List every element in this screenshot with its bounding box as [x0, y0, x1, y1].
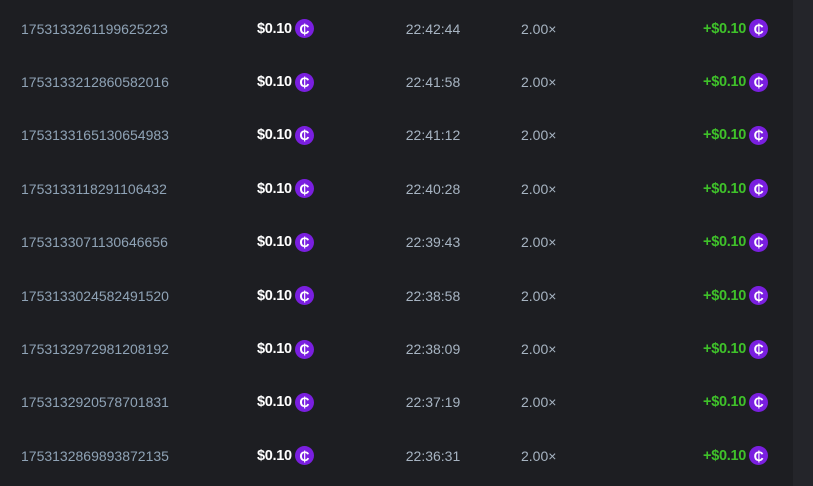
table-row[interactable]: 1753133071130646656 $0.10 ₵ 22:39:43 2.00…	[0, 216, 793, 269]
cent-coin-icon: ₵	[749, 179, 768, 199]
bet-time: 22:40:28	[405, 180, 461, 197]
table-row[interactable]: 1753132920578701831 $0.10 ₵ 22:37:19 2.00…	[0, 376, 793, 429]
bet-multiplier: 2.00×	[521, 180, 557, 197]
bet-payout-value: +$0.10	[703, 287, 746, 304]
bet-amount: $0.10 ₵	[257, 376, 314, 429]
bet-id[interactable]: 1753133071130646656	[21, 234, 168, 251]
bet-amount: $0.10 ₵	[257, 269, 314, 322]
scrollbar-track[interactable]	[793, 0, 813, 486]
bet-payout-value: +$0.10	[703, 341, 746, 358]
bet-payout: +$0.10 ₵	[703, 429, 768, 482]
cent-coin-icon: ₵	[294, 339, 314, 359]
bet-time: 22:42:44	[405, 20, 461, 37]
cent-coin-icon: ₵	[749, 19, 768, 39]
bet-payout-value: +$0.10	[703, 234, 746, 251]
bet-amount: $0.10 ₵	[257, 216, 314, 269]
bet-amount-value: $0.10	[257, 20, 292, 37]
bet-payout: +$0.10 ₵	[703, 162, 768, 215]
bet-payout-value: +$0.10	[703, 180, 746, 197]
cent-coin-icon: ₵	[749, 392, 768, 412]
cent-coin-icon: ₵	[294, 179, 314, 199]
bets-table: 1753133261199625223 $0.10 ₵ 22:42:44 2.00…	[0, 2, 793, 483]
table-row[interactable]: 1753132972981208192 $0.10 ₵ 22:38:09 2.00…	[0, 322, 793, 375]
bet-amount: $0.10 ₵	[257, 109, 314, 162]
cent-coin-icon: ₵	[749, 125, 768, 145]
bet-amount: $0.10 ₵	[257, 162, 314, 215]
bet-payout: +$0.10 ₵	[703, 216, 768, 269]
bet-amount-value: $0.10	[257, 127, 292, 144]
bet-time: 22:41:12	[405, 127, 461, 144]
bet-multiplier: 2.00×	[521, 341, 557, 358]
bet-id[interactable]: 1753133024582491520	[21, 287, 169, 304]
bet-time: 22:37:19	[405, 394, 461, 411]
bet-payout-value: +$0.10	[703, 127, 746, 144]
cent-coin-icon: ₵	[749, 232, 768, 252]
bet-multiplier: 2.00×	[521, 20, 557, 37]
bet-payout: +$0.10 ₵	[703, 269, 768, 322]
bet-multiplier: 2.00×	[521, 127, 557, 144]
bet-id[interactable]: 1753132972981208192	[21, 341, 169, 358]
bet-multiplier: 2.00×	[521, 394, 557, 411]
table-row[interactable]: 1753133261199625223 $0.10 ₵ 22:42:44 2.00…	[0, 2, 793, 55]
cent-coin-icon: ₵	[749, 286, 768, 306]
bet-amount-value: $0.10	[257, 234, 292, 251]
bet-time: 22:38:58	[405, 287, 461, 304]
bet-amount-value: $0.10	[257, 287, 292, 304]
bet-amount-value: $0.10	[257, 447, 292, 464]
cent-coin-icon: ₵	[294, 446, 314, 466]
bet-payout: +$0.10 ₵	[703, 55, 768, 108]
table-row[interactable]: 1753133024582491520 $0.10 ₵ 22:38:58 2.00…	[0, 269, 793, 322]
bet-time: 22:39:43	[405, 234, 461, 251]
bet-payout-value: +$0.10	[703, 447, 746, 464]
cent-coin-icon: ₵	[749, 446, 768, 466]
bet-id[interactable]: 1753133165130654983	[21, 127, 169, 144]
cent-coin-icon: ₵	[749, 72, 768, 92]
bet-id[interactable]: 1753132920578701831	[21, 394, 169, 411]
bet-multiplier: 2.00×	[521, 74, 557, 91]
bet-payout: +$0.10 ₵	[703, 2, 768, 55]
bet-amount-value: $0.10	[257, 180, 292, 197]
cent-coin-icon: ₵	[294, 286, 314, 306]
bet-id[interactable]: 1753133261199625223	[21, 20, 168, 37]
bet-id[interactable]: 1753133212860582016	[21, 74, 169, 91]
bet-amount-value: $0.10	[257, 341, 292, 358]
bet-amount-value: $0.10	[257, 394, 292, 411]
table-row[interactable]: 1753132869893872135 $0.10 ₵ 22:36:31 2.00…	[0, 429, 793, 482]
bet-amount: $0.10 ₵	[257, 429, 314, 482]
cent-coin-icon: ₵	[294, 72, 314, 92]
cent-coin-icon: ₵	[294, 232, 314, 252]
bet-multiplier: 2.00×	[521, 234, 557, 251]
cent-coin-icon: ₵	[294, 125, 314, 145]
bet-payout: +$0.10 ₵	[703, 109, 768, 162]
cent-coin-icon: ₵	[294, 392, 314, 412]
bet-multiplier: 2.00×	[521, 287, 557, 304]
bet-payout-value: +$0.10	[703, 74, 746, 91]
table-row[interactable]: 1753133212860582016 $0.10 ₵ 22:41:58 2.00…	[0, 55, 793, 108]
cent-coin-icon: ₵	[749, 339, 768, 359]
bet-time: 22:41:58	[405, 74, 461, 91]
bet-amount: $0.10 ₵	[257, 322, 314, 375]
cent-coin-icon: ₵	[294, 19, 314, 39]
table-row[interactable]: 1753133118291106432 $0.10 ₵ 22:40:28 2.00…	[0, 162, 793, 215]
bet-id[interactable]: 1753132869893872135	[21, 447, 169, 464]
bet-payout: +$0.10 ₵	[703, 322, 768, 375]
bet-payout-value: +$0.10	[703, 20, 746, 37]
bet-amount: $0.10 ₵	[257, 2, 314, 55]
bet-amount: $0.10 ₵	[257, 55, 314, 108]
bet-amount-value: $0.10	[257, 74, 292, 91]
bet-time: 22:38:09	[405, 341, 461, 358]
bet-payout: +$0.10 ₵	[703, 376, 768, 429]
bet-time: 22:36:31	[405, 447, 461, 464]
bet-id[interactable]: 1753133118291106432	[21, 180, 167, 197]
bet-multiplier: 2.00×	[521, 447, 557, 464]
bet-payout-value: +$0.10	[703, 394, 746, 411]
table-row[interactable]: 1753133165130654983 $0.10 ₵ 22:41:12 2.00…	[0, 109, 793, 162]
